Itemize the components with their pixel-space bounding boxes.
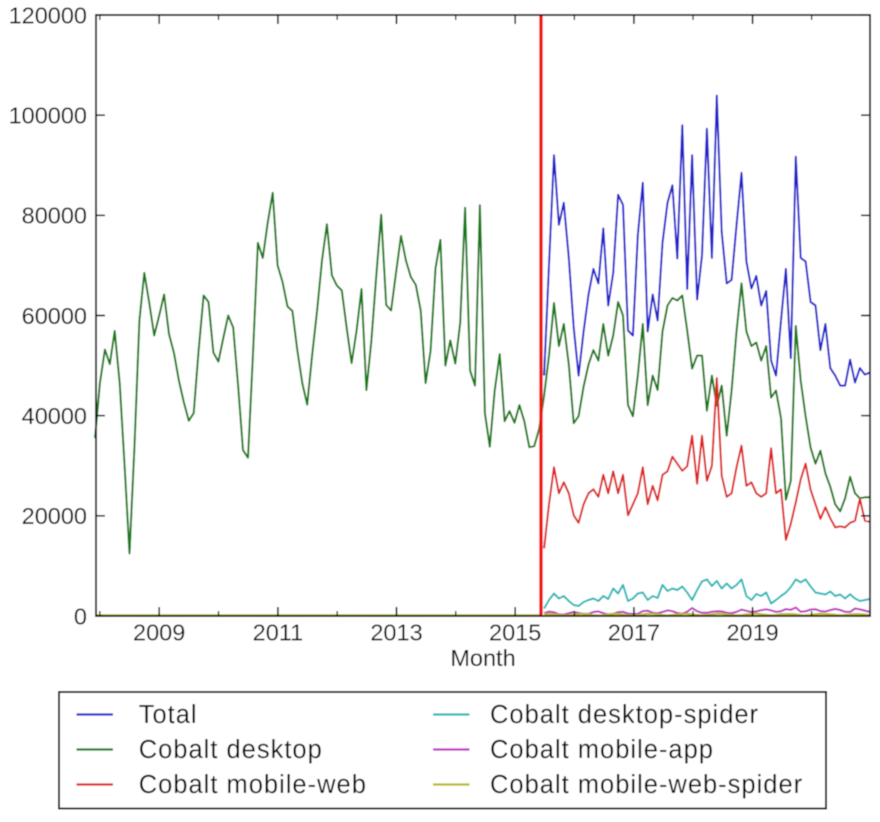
svg-text:20000: 20000 bbox=[22, 503, 87, 529]
svg-text:2013: 2013 bbox=[370, 620, 422, 646]
svg-text:0: 0 bbox=[74, 603, 87, 629]
svg-text:Cobalt mobile-web: Cobalt mobile-web bbox=[139, 771, 367, 799]
svg-text:Cobalt desktop: Cobalt desktop bbox=[139, 736, 323, 764]
svg-text:2019: 2019 bbox=[726, 620, 778, 646]
svg-text:Cobalt desktop-spider: Cobalt desktop-spider bbox=[490, 701, 759, 729]
svg-text:Month: Month bbox=[450, 645, 515, 671]
svg-text:2009: 2009 bbox=[133, 620, 185, 646]
svg-text:100000: 100000 bbox=[9, 103, 87, 129]
svg-text:2017: 2017 bbox=[608, 620, 660, 646]
svg-text:2011: 2011 bbox=[253, 620, 304, 646]
svg-text:60000: 60000 bbox=[22, 303, 87, 329]
svg-text:120000: 120000 bbox=[9, 2, 87, 28]
svg-text:40000: 40000 bbox=[22, 403, 87, 429]
svg-text:80000: 80000 bbox=[22, 203, 87, 229]
svg-text:Total: Total bbox=[139, 701, 198, 729]
svg-text:2015: 2015 bbox=[489, 620, 541, 646]
svg-text:Cobalt mobile-web-spider: Cobalt mobile-web-spider bbox=[490, 771, 803, 799]
svg-text:Cobalt mobile-app: Cobalt mobile-app bbox=[490, 736, 714, 764]
